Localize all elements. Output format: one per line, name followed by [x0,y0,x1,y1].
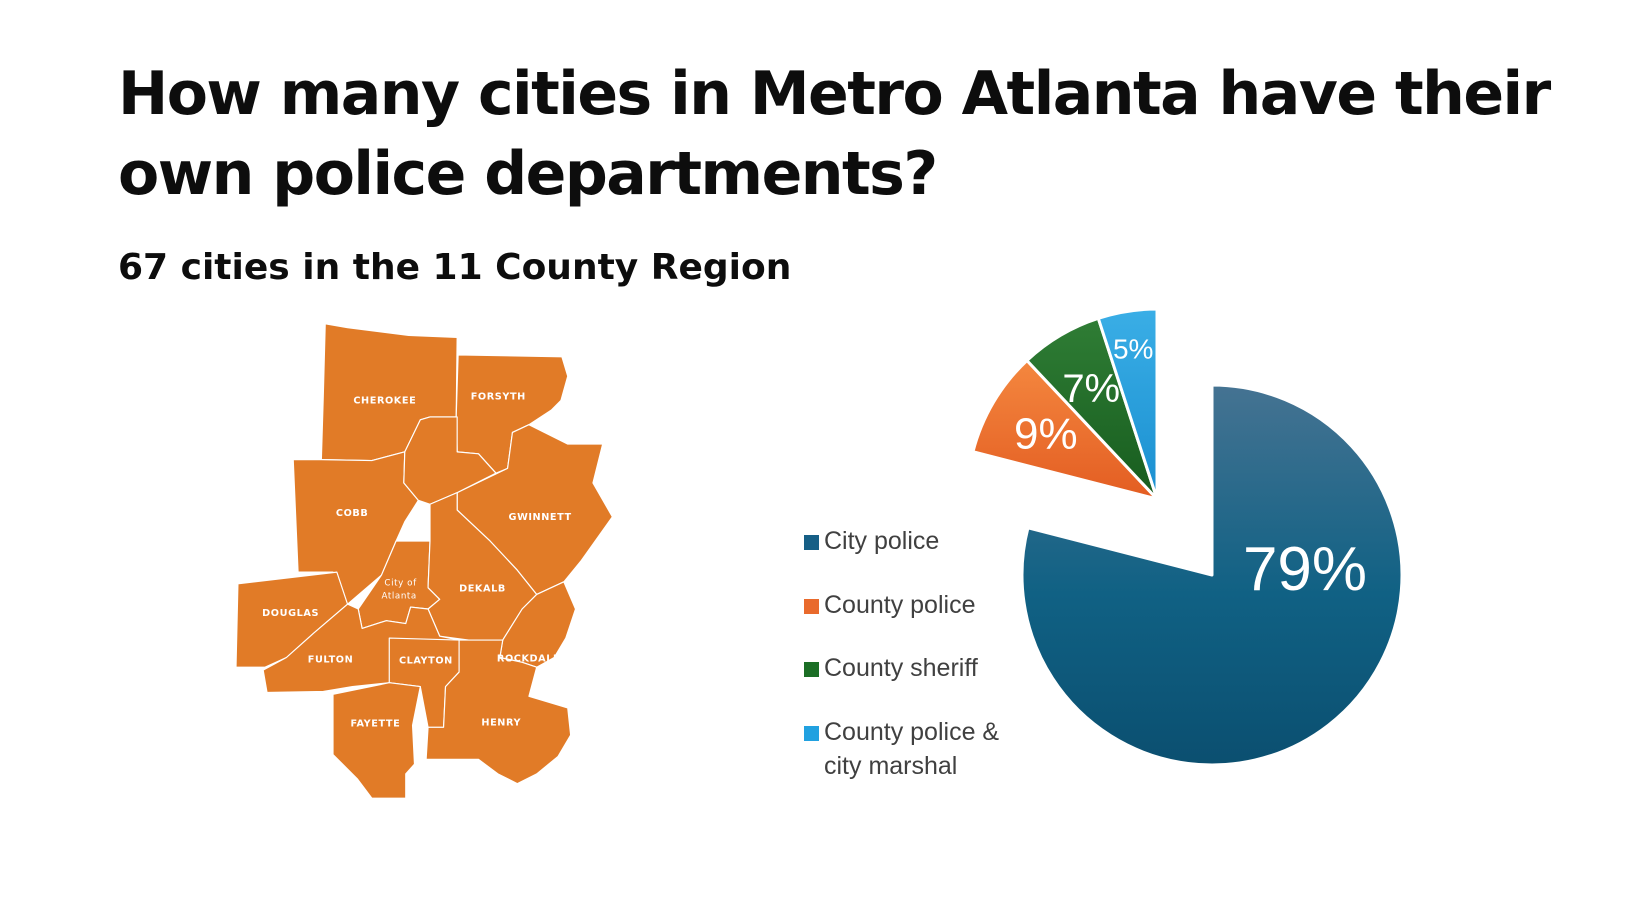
county-label-dekalb: DEKALB [459,584,506,595]
legend-item-county-sheriff: County sheriff [804,651,978,685]
legend-swatch [804,599,819,614]
county-label-gwinnett: GWINNETT [509,512,572,523]
legend-item-county-police: County police [804,588,976,622]
legend-swatch [804,662,819,677]
slice-label: 9% [1014,410,1078,459]
county-label-atlanta-line1: City of [384,579,417,589]
county-henry [425,639,572,785]
page-subtitle: 67 cities in the 11 County Region [118,247,792,288]
legend-swatch [804,726,819,741]
slice-county-police [971,358,1159,501]
county-label-henry: HENRY [481,717,521,728]
page-title: How many cities in Metro Atlanta have th… [118,59,1551,209]
county-label-fayette: FAYETTE [350,718,400,729]
county-label-rockdale: ROCKDALE [497,653,560,664]
police-pie-chart: 79% 9%7%5% [971,307,1404,767]
legend-label: County police & [824,718,1000,746]
legend-label-line2: city marshal [824,752,958,780]
slice-label: 7% [1062,367,1120,411]
slice-city-police [1020,383,1404,767]
slice-label: 5% [1113,334,1153,365]
county-fayette [332,682,421,799]
county-label-atlanta-line2: Atlanta [382,591,417,601]
slice-county-police-marshal [1096,307,1159,501]
legend-label: County sheriff [824,654,978,682]
county-label-douglas: DOUGLAS [262,608,319,619]
slice-label: 79% [1243,535,1367,604]
legend-item-city-police: City police [804,524,940,558]
county-label-forsyth: FORSYTH [471,391,526,402]
legend-label: City police [824,527,940,555]
county-northfulton [403,416,497,505]
county-label-cherokee: CHEROKEE [353,395,416,406]
county-label-cobb: COBB [336,508,368,519]
legend-label: County police [824,591,976,619]
legend-item-county-police-marshal: County police & city marshal [804,715,1000,783]
county-label-fulton: FULTON [308,654,354,665]
county-labels: CHEROKEE FORSYTH COBB GWINNETT City of A… [262,391,572,729]
legend-swatch [804,535,819,550]
metro-atlanta-county-map: CHEROKEE FORSYTH COBB GWINNETT City of A… [235,323,613,799]
county-label-clayton: CLAYTON [399,655,453,666]
